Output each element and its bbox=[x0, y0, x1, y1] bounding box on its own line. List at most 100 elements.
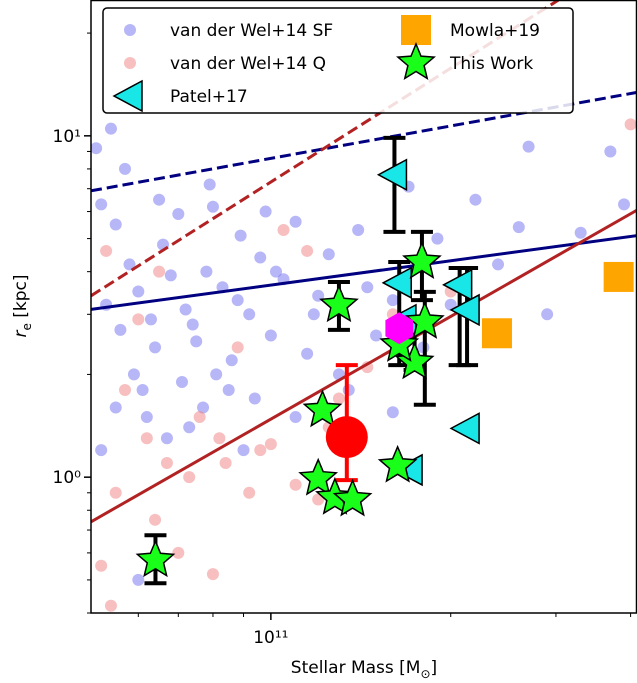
star-point bbox=[404, 300, 445, 339]
triangle-point bbox=[449, 293, 480, 327]
sf-q-point bbox=[160, 457, 173, 470]
sf-q-point bbox=[386, 294, 399, 307]
sf-q-point bbox=[237, 444, 250, 457]
legend-marker bbox=[124, 57, 136, 69]
sf-q-point bbox=[522, 140, 535, 153]
hexagon-point bbox=[385, 312, 414, 345]
sf-q-point bbox=[243, 308, 256, 321]
legend-label: van der Wel+14 Q bbox=[170, 54, 326, 74]
sf-q-point bbox=[114, 323, 127, 336]
sf-q-point bbox=[541, 308, 554, 321]
sf-q-point bbox=[160, 432, 173, 445]
sf-q-point bbox=[624, 118, 637, 131]
legend-label: This Work bbox=[449, 54, 533, 74]
legend-marker bbox=[401, 15, 431, 45]
sf-q-point bbox=[431, 232, 444, 245]
star-point bbox=[332, 478, 373, 517]
sf-q-point bbox=[289, 478, 302, 491]
sf-q-point bbox=[254, 251, 267, 264]
sf-q-point bbox=[109, 401, 122, 414]
sf-q-point bbox=[95, 559, 108, 572]
sf-q-point bbox=[231, 341, 244, 354]
sf-q-point bbox=[132, 313, 145, 326]
sf-q-point bbox=[469, 193, 482, 206]
sf-q-point bbox=[109, 218, 122, 231]
axes: 10¹¹ 10⁰ 10¹ bbox=[53, 32, 632, 648]
sf-q-point bbox=[264, 438, 277, 451]
sf-q-point bbox=[186, 318, 199, 331]
sf-q-point bbox=[248, 392, 261, 405]
sf-q-point bbox=[172, 208, 185, 221]
legend-label: Patel+17 bbox=[170, 87, 248, 107]
sf-q-point bbox=[119, 384, 132, 397]
error-bar bbox=[383, 135, 406, 234]
star-point bbox=[377, 444, 418, 483]
triangle-point bbox=[376, 158, 408, 192]
x-tick-label: 10¹¹ bbox=[253, 628, 288, 648]
sf-q-point bbox=[179, 303, 192, 316]
legend-label: van der Wel+14 SF bbox=[170, 21, 333, 41]
star-point bbox=[319, 284, 359, 323]
sf-q-point bbox=[307, 308, 320, 321]
sf-q-point bbox=[289, 411, 302, 424]
legend-marker bbox=[124, 24, 136, 36]
square-point bbox=[481, 318, 512, 349]
sf-q-point bbox=[136, 384, 149, 397]
sf-q-point bbox=[322, 248, 335, 261]
legend-marker bbox=[112, 79, 143, 113]
sf-q-point bbox=[149, 513, 162, 526]
sf-q-point bbox=[193, 411, 206, 424]
sf-q-point bbox=[352, 223, 365, 236]
legend: van der Wel+14 SF van der Wel+14 Q Patel+1… bbox=[102, 7, 574, 114]
sf-q-point bbox=[512, 221, 525, 234]
sf-q-point bbox=[206, 568, 219, 581]
sf-q-point bbox=[197, 401, 210, 414]
star-point bbox=[394, 341, 435, 380]
y-tick-label: 10⁰ bbox=[53, 468, 82, 488]
sf-q-point bbox=[203, 178, 216, 191]
sf-q-point bbox=[264, 329, 277, 342]
legend-label: Mowla+19 bbox=[450, 21, 540, 41]
sf-q-point bbox=[277, 223, 290, 236]
sf-q-point bbox=[618, 198, 631, 211]
sf-q-point bbox=[243, 486, 256, 499]
x-label-text: Stellar Mass [M bbox=[291, 658, 421, 678]
sf-q-point bbox=[259, 205, 272, 218]
sf-q-point bbox=[206, 200, 219, 213]
star-point bbox=[302, 389, 343, 428]
sf-q-point bbox=[104, 599, 117, 612]
sf-q-point bbox=[190, 335, 203, 348]
sf-q-point bbox=[301, 244, 314, 257]
x-label-sub: ⊙ bbox=[420, 667, 430, 681]
sf-q-point bbox=[91, 142, 103, 155]
sf-q-point bbox=[254, 444, 267, 457]
sf-q-point bbox=[140, 432, 153, 445]
relation-line bbox=[91, 234, 637, 311]
sf-q-point bbox=[132, 285, 145, 298]
sf-q-point bbox=[100, 244, 113, 257]
sf-q-point bbox=[604, 145, 617, 158]
legend-box bbox=[102, 7, 574, 114]
y-label-text: r bbox=[11, 330, 31, 338]
sf-q-point bbox=[210, 368, 223, 381]
sf-q-point bbox=[127, 368, 140, 381]
sf-q-point bbox=[225, 354, 238, 367]
sf-q-point bbox=[234, 229, 247, 242]
sf-q-point bbox=[95, 198, 108, 211]
sf-q-point bbox=[153, 265, 166, 278]
sf-q-point bbox=[289, 215, 302, 228]
sf-q-point bbox=[144, 313, 157, 326]
star-point bbox=[135, 539, 176, 578]
legend-marker bbox=[396, 42, 436, 80]
sf-q-point bbox=[183, 421, 196, 434]
sf-q-point bbox=[95, 444, 108, 457]
sf-q-point bbox=[123, 258, 136, 271]
sf-q-point bbox=[361, 281, 374, 294]
sf-q-point bbox=[104, 122, 117, 135]
y-label-end: [kpc] bbox=[11, 274, 31, 323]
sf-q-point bbox=[574, 226, 587, 239]
sf-q-point bbox=[219, 457, 232, 470]
sf-q-point bbox=[172, 546, 185, 559]
y-label-sub: e bbox=[20, 323, 34, 330]
